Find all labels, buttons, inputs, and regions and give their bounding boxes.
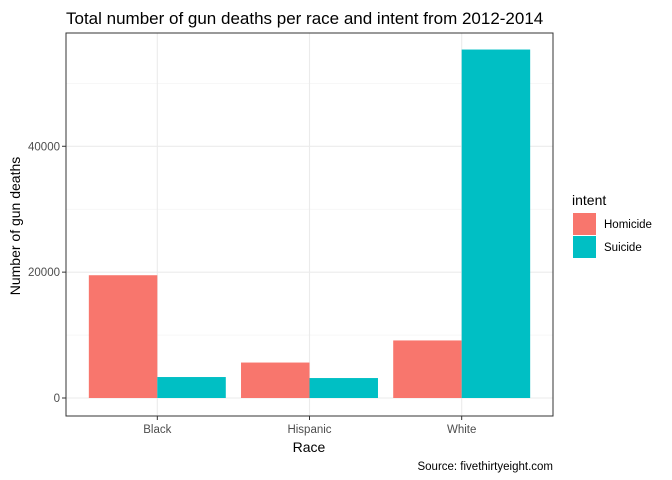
x-tick-label: White <box>447 424 476 436</box>
source-caption: Source: fivethirtyeight.com <box>417 461 553 473</box>
legend-label-suicide: Suicide <box>604 242 642 254</box>
legend: intent Homicide Suicide <box>572 192 652 258</box>
legend-key-suicide <box>573 236 596 258</box>
bar-suicide-white <box>461 49 531 399</box>
x-tick-label: Hispanic <box>287 424 331 436</box>
bar-homicide-hispanic <box>241 362 310 398</box>
chart-title: Total number of gun deaths per race and … <box>66 9 543 28</box>
y-tick-label: 20000 <box>28 267 60 279</box>
bar-homicide-black <box>88 275 158 398</box>
legend-key-homicide <box>573 213 596 235</box>
legend-title: intent <box>572 192 606 208</box>
x-axis-title: Race <box>293 439 326 455</box>
x-axis: Black Hispanic White <box>143 416 476 436</box>
bar-homicide-white <box>393 340 462 398</box>
y-axis: 0 20000 40000 <box>28 141 66 405</box>
y-tick-label: 40000 <box>28 141 60 153</box>
legend-label-homicide: Homicide <box>604 219 652 231</box>
y-axis-title: Number of gun deaths <box>7 157 23 296</box>
bar-suicide-black <box>157 377 226 398</box>
bars <box>88 49 531 399</box>
y-tick-label: 0 <box>54 393 60 405</box>
bar-suicide-hispanic <box>309 378 378 398</box>
x-tick-label: Black <box>143 424 171 436</box>
